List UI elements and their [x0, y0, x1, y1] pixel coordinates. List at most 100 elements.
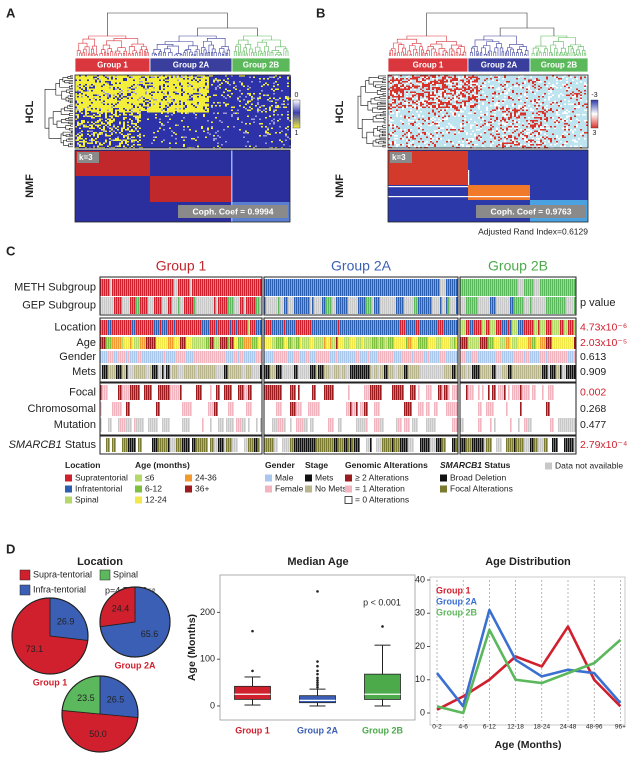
- y-tick-label: 30: [415, 608, 425, 618]
- track-box: [459, 382, 577, 436]
- row-label: Focal: [69, 386, 96, 398]
- track-stripes: [478, 402, 508, 416]
- scale-label: 3: [593, 130, 597, 137]
- track-stripes: [278, 297, 450, 314]
- track-stripes: [466, 320, 574, 335]
- legend-label: ≤6: [145, 472, 155, 482]
- legend-label: Supra-tentorial: [33, 569, 92, 579]
- slice-label: 73.1: [26, 644, 44, 654]
- track-stripes: [272, 418, 436, 432]
- k-box: [390, 152, 412, 163]
- box: [234, 685, 271, 700]
- legend-label: = 1 Alteration: [355, 483, 405, 493]
- legend-label: 24-36: [195, 472, 217, 482]
- dendrogram: [44, 75, 73, 148]
- track-stripes: [466, 438, 548, 452]
- track-box: [99, 382, 263, 436]
- legend-swatch: [265, 485, 272, 493]
- track-stripes: [264, 320, 458, 335]
- row-label-text: Mets: [72, 366, 96, 378]
- heatmap-frame: [74, 74, 291, 149]
- legend-title-text: Stage: [305, 460, 328, 470]
- row-label-text: Gender: [59, 351, 96, 363]
- track-stripes: [110, 279, 192, 296]
- x-tick-label: 4-6: [458, 724, 468, 731]
- dendrogram: [107, 12, 258, 36]
- track-box: [459, 317, 577, 383]
- legend-swatch: [135, 496, 142, 504]
- track-box: [263, 435, 459, 455]
- outlier: [316, 681, 319, 684]
- p-value: 0.477: [580, 419, 606, 431]
- group-bar: [529, 57, 589, 73]
- plot-frame: [219, 574, 416, 721]
- side-label: HCL: [24, 100, 36, 123]
- outlier: [316, 664, 319, 668]
- track-stripes: [100, 438, 262, 452]
- legend-title: Age (months): [135, 460, 190, 470]
- track-stripes: [264, 418, 452, 432]
- legend-gene: SMARCB1: [440, 460, 482, 470]
- outlier: [316, 669, 319, 673]
- group-label: Group 2A: [481, 61, 518, 70]
- legend-swatch: [19, 584, 31, 596]
- legend-title-text: Age (months): [135, 460, 190, 470]
- outlier: [251, 669, 254, 673]
- track-stripes: [460, 402, 576, 416]
- track-stripes: [264, 337, 458, 349]
- slice-label: 65.6: [141, 629, 159, 639]
- legend-label: Spinal: [75, 494, 99, 504]
- legend-label: Infratentorial: [75, 483, 122, 493]
- heatmap-cells: [75, 75, 291, 149]
- track-stripes: [460, 337, 576, 349]
- track-stripes: [264, 297, 458, 314]
- group-label: Group 2A: [173, 61, 210, 70]
- p-header: p value: [580, 297, 615, 309]
- chart-title: Median Age: [287, 556, 348, 568]
- legend-label: Group 2B: [436, 607, 478, 617]
- row-gene: SMARCB1: [9, 439, 62, 451]
- track-stripes: [484, 438, 576, 452]
- side-label: NMF: [334, 174, 346, 198]
- outlier: [381, 625, 384, 628]
- track-stripes: [470, 320, 524, 335]
- track-stripes: [100, 365, 260, 379]
- outlier: [251, 629, 254, 633]
- track-stripes: [520, 402, 550, 416]
- x-tick-label: Group 2B: [362, 725, 404, 735]
- y-tick-label: 20: [415, 641, 425, 651]
- heatmap-frame: [74, 149, 291, 223]
- nmf-line: [388, 186, 468, 188]
- outlier: [316, 678, 319, 682]
- legend-swatch: [185, 485, 192, 493]
- chart-title: Age Distribution: [485, 556, 571, 568]
- track-box: [263, 382, 459, 436]
- track-stripes: [460, 351, 576, 363]
- nmf-block: [150, 176, 232, 202]
- track-stripes: [100, 279, 262, 296]
- x-tick-label: 6-12: [483, 724, 496, 731]
- group-bar: [231, 57, 291, 73]
- track-stripes: [100, 320, 256, 335]
- legend-swatch: [345, 485, 352, 493]
- p-value: 4.73x10⁻⁶: [580, 321, 627, 333]
- legend-label: Group 2A: [436, 596, 478, 606]
- x-tick-label: 48-96: [586, 724, 603, 731]
- y-tick-label: 0: [210, 700, 215, 710]
- row-label: SMARCB1 Status: [9, 439, 97, 451]
- row-label: Location: [54, 321, 96, 333]
- track-stripes: [128, 438, 258, 452]
- legend-label: Focal Alterations: [450, 483, 513, 493]
- x-tick-label: 96+: [615, 724, 626, 731]
- x-tick-label: 18-24: [533, 724, 550, 731]
- row-label: Chromosomal: [28, 403, 96, 415]
- nmf-line: [468, 170, 470, 185]
- legend-swatch: [135, 485, 142, 493]
- x-tick-label: 24-48: [560, 724, 577, 731]
- coph-label: Coph. Coef = 0.9994: [192, 206, 273, 216]
- legend-title: Stage: [305, 460, 328, 470]
- legend-swatch: [135, 474, 142, 482]
- row-label-text: GEP Subgroup: [22, 299, 96, 311]
- panel-letter: D: [6, 541, 15, 556]
- legend-label: 36+: [195, 483, 209, 493]
